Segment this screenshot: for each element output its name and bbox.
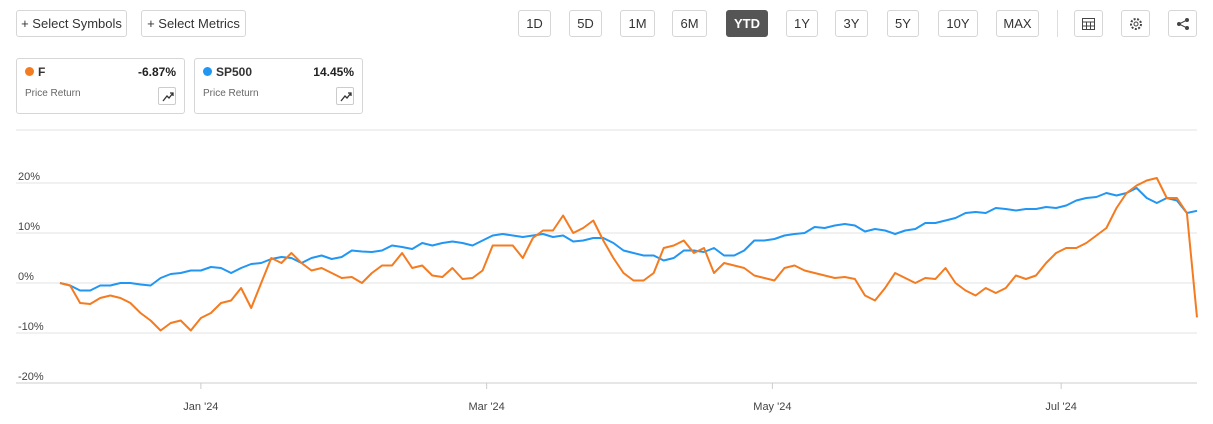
gear-icon	[1129, 17, 1142, 30]
trend-icon[interactable]	[158, 87, 176, 105]
y-tick-label: -20%	[18, 371, 44, 383]
share-icon	[1176, 17, 1189, 30]
x-tick-label: Mar '24	[468, 401, 504, 413]
select-symbols[interactable]: + Select Symbols	[16, 10, 127, 37]
range-button[interactable]: 1M	[620, 10, 655, 37]
range-button[interactable]: 5D	[569, 10, 602, 37]
range-button[interactable]: 1Y	[786, 10, 818, 37]
range-button[interactable]: 1D	[518, 10, 551, 37]
range-button[interactable]: YTD	[726, 10, 768, 37]
legend-name: F	[38, 65, 46, 79]
legend-name: SP500	[216, 65, 253, 79]
divider	[1057, 10, 1058, 37]
series-line	[59, 187, 1198, 292]
legend-card[interactable]: SP500 14.45% Price Return	[194, 58, 363, 114]
y-tick-label: -10%	[18, 321, 44, 333]
metric: Price Return	[25, 88, 81, 99]
table-icon	[1082, 17, 1095, 30]
y-tick-label: 10%	[18, 221, 40, 233]
series-line	[59, 177, 1198, 332]
legend-dot	[203, 67, 212, 76]
return: 14.45%	[313, 65, 354, 79]
x-tick-label: May '24	[753, 401, 791, 413]
legend-card[interactable]: F -6.87% Price Return	[16, 58, 185, 114]
x-tick-label: Jan '24	[183, 401, 218, 413]
legend-dot	[25, 67, 34, 76]
settings-button[interactable]	[1121, 10, 1150, 37]
y-tick-label: 20%	[18, 171, 40, 183]
range-button[interactable]: 5Y	[887, 10, 919, 37]
metric: Price Return	[203, 88, 259, 99]
table-button[interactable]	[1074, 10, 1103, 37]
range-button[interactable]: MAX	[996, 10, 1039, 37]
range-button[interactable]: 6M	[672, 10, 707, 37]
x-tick-label: Jul '24	[1045, 401, 1076, 413]
trend-icon[interactable]	[336, 87, 354, 105]
return: -6.87%	[137, 65, 176, 79]
y-tick-label: 0%	[18, 271, 34, 283]
range-button[interactable]: 10Y	[938, 10, 978, 37]
range-button[interactable]: 3Y	[835, 10, 868, 37]
select-metrics[interactable]: + Select Metrics	[141, 10, 246, 37]
share-button[interactable]	[1168, 10, 1197, 37]
